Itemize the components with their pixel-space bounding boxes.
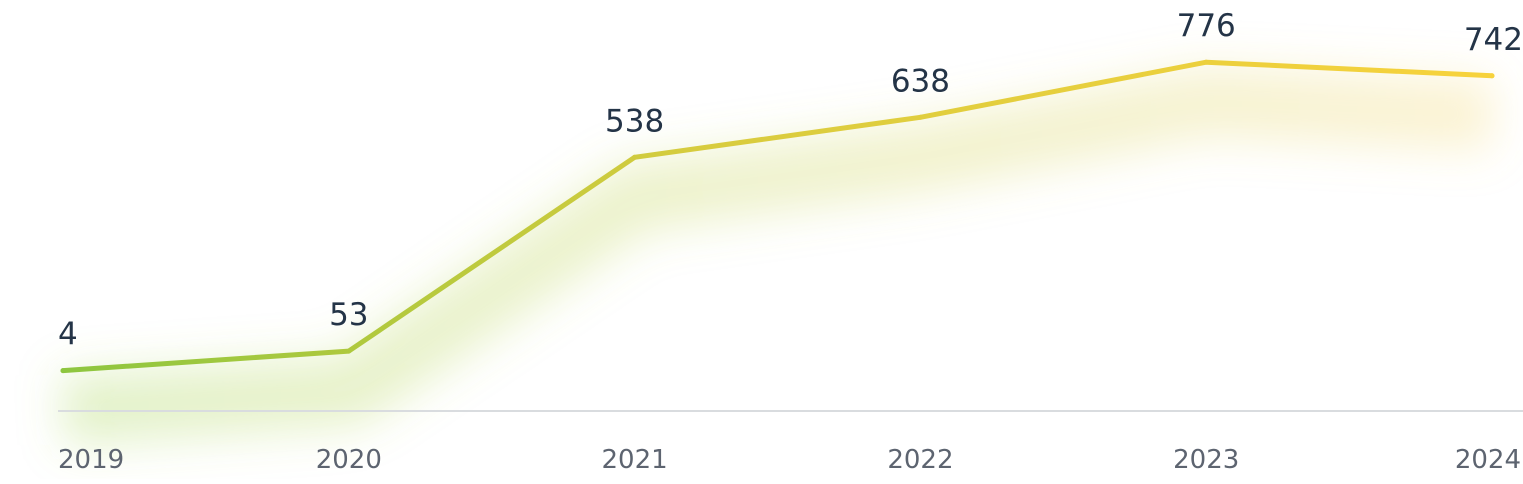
data-label-2020: 53 <box>329 297 368 333</box>
x-tick-labels-group: 2019 2020 2021 2022 2023 2024 <box>58 445 1521 475</box>
data-point-2020 <box>346 348 352 354</box>
data-label-2021: 538 <box>605 103 664 139</box>
data-labels-group: 4 53 538 638 776 742 <box>58 8 1523 352</box>
data-label-2023: 776 <box>1177 8 1236 44</box>
x-tick-label-2020: 2020 <box>316 445 382 475</box>
data-point-2019 <box>60 368 66 374</box>
x-tick-label-2023: 2023 <box>1173 445 1239 475</box>
line-glow <box>60 67 1494 446</box>
series-line-group <box>60 59 1495 374</box>
data-label-2019: 4 <box>58 317 78 353</box>
data-label-2022: 638 <box>891 63 950 99</box>
x-tick-label-2024: 2024 <box>1455 445 1521 475</box>
x-tick-label-2022: 2022 <box>887 445 953 475</box>
data-point-2022 <box>917 114 923 120</box>
line-glow-path <box>60 67 1494 446</box>
data-point-2023 <box>1203 59 1209 65</box>
x-tick-label-2021: 2021 <box>602 445 668 475</box>
data-point-2024 <box>1489 73 1495 79</box>
data-point-2021 <box>632 154 638 160</box>
x-tick-label-2019: 2019 <box>58 445 124 475</box>
series-line <box>60 59 1495 374</box>
data-label-2024: 742 <box>1464 22 1523 58</box>
